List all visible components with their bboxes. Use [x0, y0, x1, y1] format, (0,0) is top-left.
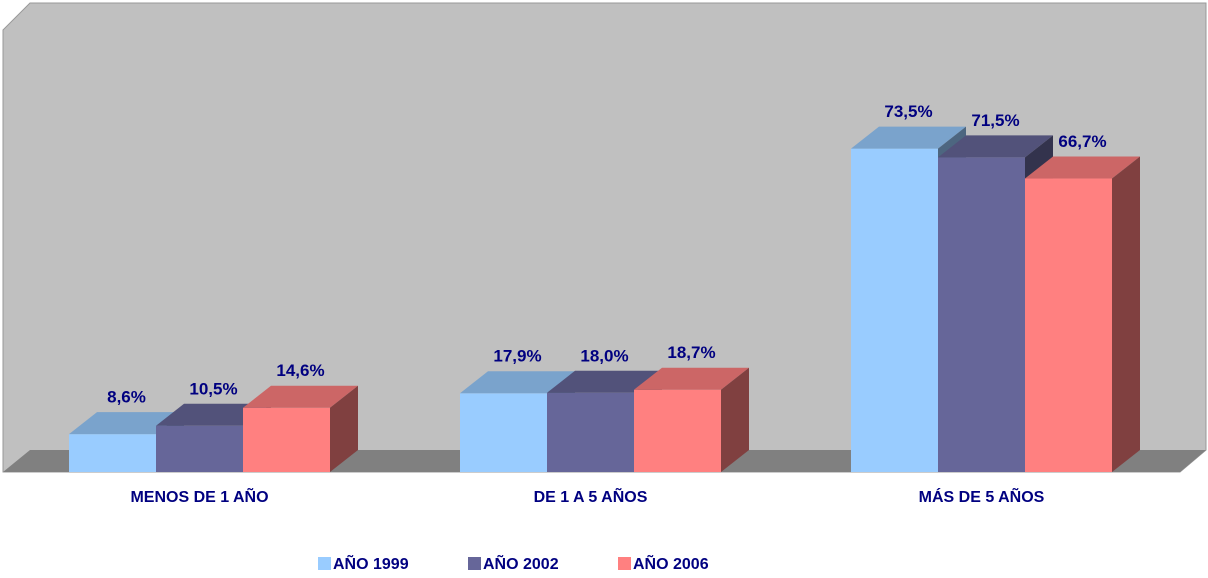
data-label: 66,7% [1058, 132, 1106, 151]
data-label: 18,0% [580, 346, 628, 365]
data-label: 18,7% [667, 343, 715, 362]
bar-side [721, 367, 749, 472]
legend-swatch [468, 557, 481, 570]
legend-label: AÑO 2006 [633, 553, 709, 573]
bar-top [634, 367, 749, 390]
bar-side [1112, 156, 1140, 472]
bar-top [156, 403, 271, 426]
x-tick-label: MÁS DE 5 AÑOS [919, 486, 1045, 506]
legend-swatch [318, 557, 331, 570]
bar-side [330, 385, 358, 472]
bar-front [460, 393, 547, 472]
legend-label: AÑO 1999 [333, 553, 409, 573]
bar-top [938, 135, 1053, 158]
legend-swatch [618, 557, 631, 570]
bar-top [69, 412, 184, 435]
bar-front [851, 148, 938, 472]
data-label: 71,5% [971, 111, 1019, 130]
bar-top [460, 371, 575, 394]
bar-front [547, 392, 634, 472]
data-label: 17,9% [493, 347, 541, 366]
bar-front [156, 425, 243, 472]
data-label: 14,6% [276, 361, 324, 380]
bar-front [1025, 178, 1112, 472]
legend-label: AÑO 2002 [483, 553, 559, 573]
x-tick-label: DE 1 A 5 AÑOS [534, 486, 648, 506]
data-label: 10,5% [189, 379, 237, 398]
x-tick-label: MENOS DE 1 AÑO [130, 486, 268, 506]
bar-front [69, 434, 156, 472]
bar-top [851, 126, 966, 149]
bar-top [1025, 156, 1140, 179]
bar-front [938, 157, 1025, 472]
bar-top [243, 385, 358, 408]
bar-front [243, 407, 330, 472]
bar-top [547, 370, 662, 393]
data-label: 8,6% [107, 388, 146, 407]
bar-front [634, 389, 721, 472]
data-label: 73,5% [884, 102, 932, 121]
